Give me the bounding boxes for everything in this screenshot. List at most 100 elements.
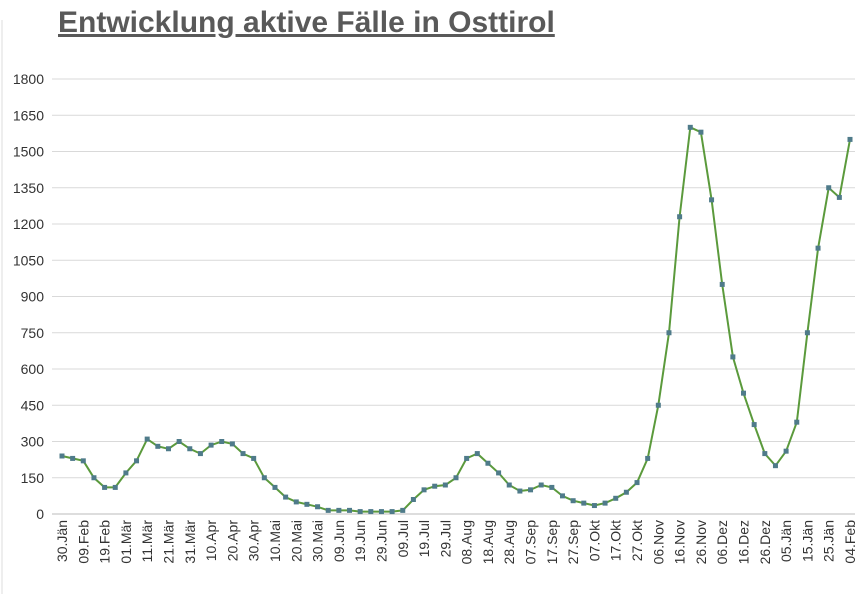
x-tick-label: 29.Jun: [373, 520, 389, 562]
marker: [70, 455, 76, 461]
marker: [538, 482, 544, 488]
marker: [304, 501, 310, 507]
x-tick-label: 09.Jul: [395, 520, 411, 557]
marker: [474, 451, 480, 457]
marker: [208, 442, 214, 448]
marker: [730, 354, 736, 360]
marker: [378, 509, 384, 515]
marker: [325, 507, 331, 513]
x-tick-label: 19.Jul: [416, 520, 432, 557]
marker: [123, 470, 129, 476]
x-tick-label: 30.Apr: [246, 520, 262, 562]
marker: [219, 439, 225, 444]
marker: [741, 390, 747, 396]
x-tick-label: 10.Apr: [203, 520, 219, 562]
x-tick-label: 07.Sep: [523, 520, 539, 565]
x-tick-label: 27.Okt: [629, 520, 645, 561]
marker: [272, 484, 278, 490]
marker: [698, 129, 704, 135]
x-tick-label: 17.Sep: [544, 520, 560, 565]
marker: [59, 453, 65, 459]
x-tick-label: 27.Sep: [565, 520, 581, 565]
marker: [645, 455, 651, 461]
x-tick-label: 30.Mai: [310, 520, 326, 562]
marker: [229, 441, 235, 447]
x-tick-label: 31.Mär: [182, 520, 198, 564]
marker: [421, 487, 427, 493]
y-tick-label: 900: [21, 289, 45, 305]
x-tick-label: 26.Nov: [693, 520, 709, 564]
x-tick-label: 20.Mai: [288, 520, 304, 562]
marker: [102, 484, 108, 490]
marker: [240, 451, 246, 457]
marker: [602, 500, 608, 506]
marker: [432, 483, 438, 489]
x-tick-label: 18.Aug: [480, 520, 496, 564]
marker: [655, 402, 661, 408]
marker: [485, 460, 491, 466]
marker: [581, 500, 587, 506]
marker: [528, 487, 534, 493]
marker: [293, 499, 299, 505]
x-tick-label: 28.Aug: [501, 520, 517, 564]
marker: [591, 503, 597, 509]
x-tick-label: 26.Dez: [757, 520, 773, 564]
marker: [517, 488, 523, 494]
x-tick-label: 07.Okt: [586, 520, 602, 561]
x-tick-label: 19.Jun: [352, 520, 368, 562]
x-tick-label: 08.Aug: [459, 520, 475, 564]
marker: [176, 439, 182, 444]
x-tick-label: 21.Mär: [160, 520, 176, 564]
marker: [709, 197, 715, 203]
marker: [570, 498, 576, 504]
y-tick-label: 1200: [13, 216, 44, 232]
y-tick-label: 300: [21, 434, 45, 450]
marker: [794, 419, 800, 425]
marker: [112, 484, 118, 490]
marker: [836, 194, 842, 200]
marker: [357, 509, 363, 515]
x-tick-label: 16.Dez: [736, 520, 752, 564]
marker: [762, 451, 768, 457]
marker: [687, 124, 693, 130]
y-tick-label: 1500: [13, 144, 44, 160]
marker: [197, 451, 203, 457]
marker: [315, 504, 321, 510]
y-tick-label: 600: [21, 361, 45, 377]
y-tick-label: 1350: [13, 180, 44, 196]
y-tick-label: 1800: [13, 71, 44, 87]
marker: [826, 185, 832, 191]
marker: [389, 509, 395, 515]
marker: [677, 214, 683, 220]
marker: [134, 458, 140, 464]
marker: [80, 458, 86, 464]
marker: [815, 245, 821, 251]
x-tick-label: 15.Jän: [799, 520, 815, 562]
marker: [410, 497, 416, 502]
y-tick-label: 150: [21, 470, 45, 486]
marker: [783, 448, 789, 454]
marker: [165, 446, 171, 452]
y-tick-label: 1650: [13, 107, 44, 123]
x-tick-label: 01.Mär: [118, 520, 134, 564]
chart-title: Entwicklung aktive Fälle in Osttirol: [58, 6, 555, 39]
marker: [772, 463, 778, 469]
marker: [496, 470, 502, 476]
x-tick-label: 25.Jän: [821, 520, 837, 562]
x-tick-label: 16.Nov: [672, 520, 688, 564]
marker: [283, 494, 289, 500]
x-tick-label: 19.Feb: [97, 520, 113, 564]
marker: [155, 443, 161, 449]
x-tick-label: 10.Mai: [267, 520, 283, 562]
x-tick-label: 11.Mär: [139, 520, 155, 563]
marker: [464, 455, 470, 461]
x-tick-label: 17.Okt: [608, 520, 624, 561]
y-tick-label: 450: [21, 397, 45, 413]
marker: [719, 281, 725, 287]
marker: [666, 330, 672, 336]
marker: [847, 136, 853, 142]
marker: [442, 482, 448, 488]
x-tick-label: 09.Jun: [331, 520, 347, 562]
marker: [336, 507, 342, 513]
